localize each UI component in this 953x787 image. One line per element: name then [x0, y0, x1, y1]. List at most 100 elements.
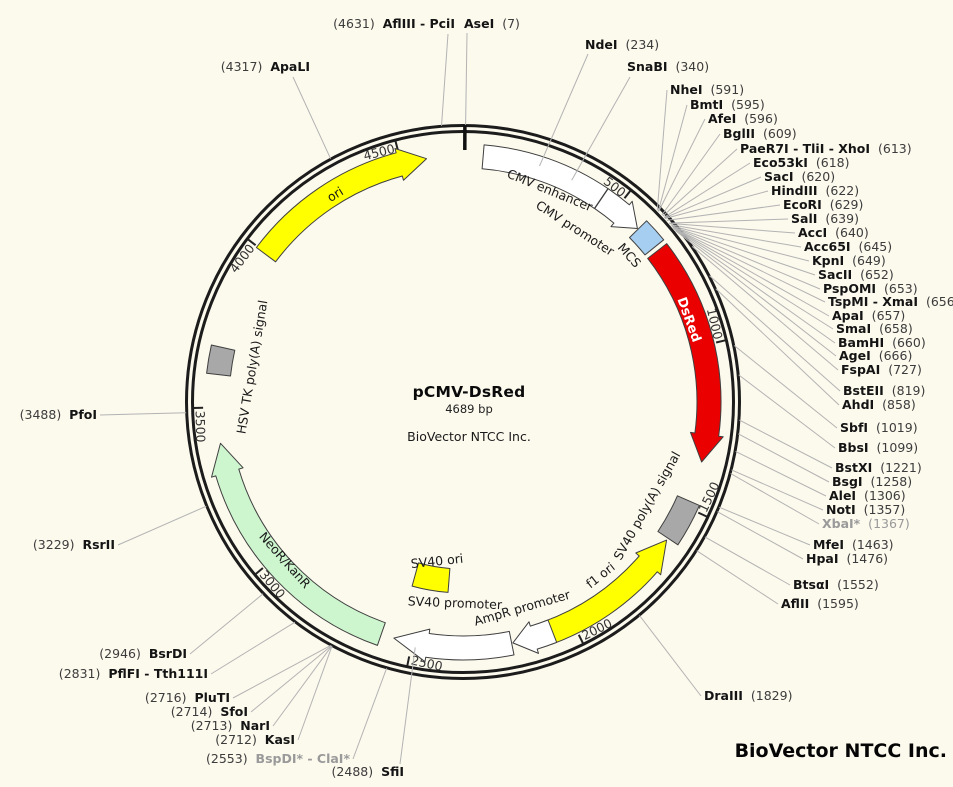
leader-line — [738, 374, 836, 449]
site-position: (727) — [888, 362, 922, 377]
tick-mark — [697, 511, 708, 518]
site-position: (7) — [502, 16, 520, 31]
feature-cmv-promoter[interactable] — [594, 188, 638, 229]
site-label-NdeI[interactable]: NdeI (234) — [585, 37, 659, 53]
feature-label-hsv-tk-poly-a-signal: HSV TK poly(A) signal — [233, 299, 270, 435]
site-label-AccI[interactable]: AccI (640) — [798, 225, 869, 241]
site-label-SfiI[interactable]: (2488) SfiI — [332, 764, 404, 780]
feature-dsred[interactable] — [647, 243, 724, 463]
tick-mark — [247, 238, 257, 246]
site-label-AgeI[interactable]: AgeI (666) — [839, 348, 912, 364]
site-label-AflIII-PciI[interactable]: (4631) AflIII - PciI — [333, 16, 455, 32]
site-label-Bts-I[interactable]: BtsαI (1552) — [793, 577, 879, 593]
site-label-NheI[interactable]: NheI (591) — [670, 82, 744, 98]
site-label-PspOMI[interactable]: PspOMI (653) — [823, 281, 918, 297]
feature-hsv-tk-poly-a-signal[interactable] — [206, 344, 236, 377]
tick-mark — [623, 190, 632, 199]
site-label-XbaI[interactable]: XbaI* (1367) — [822, 516, 910, 532]
site-position: (2716) — [144, 690, 187, 705]
site-label-MfeI[interactable]: MfeI (1463) — [813, 537, 894, 553]
feature-ori[interactable] — [255, 148, 427, 263]
enzyme-name: BmtI — [690, 97, 724, 112]
feature-ampr-promoter[interactable] — [512, 619, 558, 654]
site-label-BamHI[interactable]: BamHI (660) — [838, 335, 926, 351]
site-position: (645) — [858, 239, 893, 254]
enzyme-name: TspMI - XmaI — [828, 294, 918, 309]
site-label-BstXI[interactable]: BstXI (1221) — [835, 460, 922, 476]
site-label-RsrII[interactable]: (3229) RsrII — [33, 537, 115, 553]
site-label-NotI[interactable]: NotI (1357) — [826, 502, 905, 518]
site-label-KpnI[interactable]: KpnI (649) — [812, 253, 886, 269]
site-position: (640) — [835, 225, 869, 240]
enzyme-name: BstEII — [843, 383, 884, 398]
site-label-BsgI[interactable]: BsgI (1258) — [832, 474, 912, 490]
site-label-HindIII[interactable]: HindIII (622) — [771, 183, 859, 199]
site-label-ApaI[interactable]: ApaI (657) — [832, 308, 905, 324]
feature-sv40-promoter[interactable] — [393, 628, 515, 663]
feature-neor-kanr[interactable] — [211, 442, 386, 646]
site-label-BbsI[interactable]: BbsI (1099) — [838, 440, 918, 456]
leader-line — [661, 133, 721, 216]
site-position: (2553) — [206, 751, 248, 766]
site-label-AflII[interactable]: AflII (1595) — [781, 596, 859, 612]
site-label-AhdI[interactable]: AhdI (858) — [842, 397, 916, 413]
site-label-NarI[interactable]: (2713) NarI — [191, 718, 270, 734]
site-position: (2713) — [190, 718, 233, 733]
site-label-FspAI[interactable]: FspAI (727) — [841, 362, 922, 378]
site-label-SmaI[interactable]: SmaI (658) — [836, 321, 913, 337]
site-label-BstEII[interactable]: BstEII (819) — [843, 383, 925, 399]
enzyme-name: AfeI — [708, 111, 737, 126]
enzyme-name: FspAI — [841, 362, 881, 377]
site-label-PfoI[interactable]: (3488) PfoI — [20, 407, 97, 423]
site-label-SbfI[interactable]: SbfI (1019) — [840, 420, 918, 436]
site-position: (1258) — [870, 474, 913, 489]
leader-line — [441, 33, 449, 126]
enzyme-name: SfoI — [220, 704, 248, 719]
site-label-BglII[interactable]: BglII (609) — [723, 126, 797, 142]
site-label-AseI[interactable]: AseI (7) — [464, 16, 520, 32]
tick-label: 3500 — [193, 411, 209, 443]
enzyme-name: KasI — [264, 732, 295, 747]
site-label-BsrDI[interactable]: (2946) BsrDI — [99, 646, 187, 662]
leader-line — [731, 469, 824, 511]
enzyme-name: Acc65I — [804, 239, 851, 254]
feature-mcs[interactable] — [629, 220, 665, 256]
site-position: (2831) — [58, 666, 101, 681]
site-label-KasI[interactable]: (2712) KasI — [215, 732, 295, 748]
site-position: (1552) — [837, 577, 879, 592]
site-label-SnaBI[interactable]: SnaBI (340) — [627, 59, 709, 75]
site-label-PluTI[interactable]: (2716) PluTI — [145, 690, 230, 706]
site-position: (4317) — [220, 59, 263, 74]
site-label-AfeI[interactable]: AfeI (596) — [708, 111, 778, 127]
site-label-AleI[interactable]: AleI (1306) — [829, 488, 906, 504]
site-label-SalI[interactable]: SalI (639) — [791, 211, 859, 227]
leader-line — [232, 644, 331, 699]
site-label-BspDI-ClaI[interactable]: (2553) BspDI* - ClaI* — [206, 751, 350, 767]
site-label-Acc65I[interactable]: Acc65I (645) — [804, 239, 892, 255]
site-label-SfoI[interactable]: (2714) SfoI — [171, 704, 248, 720]
feature-sv40-poly-a-signal[interactable] — [657, 495, 700, 546]
site-label-PaeR7I-TliI-XhoI[interactable]: PaeR7I - TliI - XhoI (613) — [740, 141, 912, 157]
site-label-ApaLI[interactable]: (4317) ApaLI — [221, 59, 310, 75]
site-label-EcoRI[interactable]: EcoRI (629) — [783, 197, 863, 213]
site-label-SacII[interactable]: SacII (652) — [818, 267, 894, 283]
site-label-Eco53kI[interactable]: Eco53kI (618) — [753, 155, 850, 171]
feature-f1-ori[interactable] — [543, 539, 668, 645]
site-position: (1367) — [868, 516, 910, 531]
site-label-HpaI[interactable]: HpaI (1476) — [806, 551, 888, 567]
enzyme-name: NotI — [826, 502, 856, 517]
enzyme-name: EcoRI — [783, 197, 822, 212]
site-label-SacI[interactable]: SacI (620) — [764, 169, 835, 185]
site-label-DraIII[interactable]: DraIII (1829) — [704, 688, 792, 704]
site-label-BmtI[interactable]: BmtI (595) — [690, 97, 765, 113]
feature-sv40-ori[interactable] — [411, 562, 451, 593]
site-position: (653) — [884, 281, 918, 296]
site-label-TspMI-XmaI[interactable]: TspMI - XmaI (656) — [828, 294, 953, 310]
tick-mark — [254, 567, 264, 575]
leader-line — [735, 450, 827, 497]
site-position: (622) — [825, 183, 860, 198]
enzyme-name: SbfI — [840, 420, 869, 435]
site-position: (591) — [710, 82, 745, 97]
site-label-PflFI-Tth111I[interactable]: (2831) PflFI - Tth111I — [59, 666, 208, 682]
